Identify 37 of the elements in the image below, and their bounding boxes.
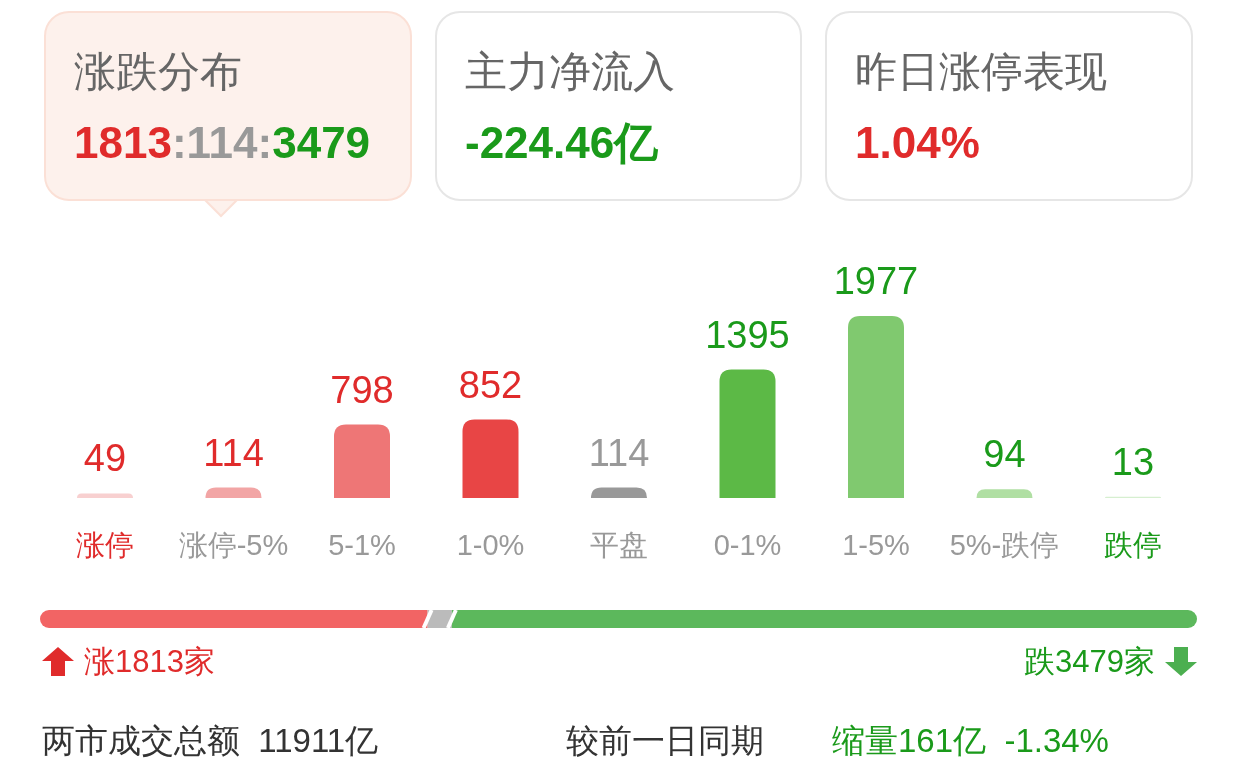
text: 两市成交总额 11911亿 xyxy=(42,722,379,759)
x-tick-label: 0-1% xyxy=(713,529,782,561)
data-label: 94 xyxy=(983,433,1026,476)
bar xyxy=(591,487,647,498)
text: -224.46亿 xyxy=(465,118,660,167)
x-tick-label: 1-0% xyxy=(456,529,525,561)
data-label: 13 xyxy=(1111,440,1155,483)
x-tick-label: 平盘 xyxy=(590,529,648,561)
data-label: 798 xyxy=(330,368,394,411)
x-tick-label: 涨停 xyxy=(76,529,134,561)
data-label: 852 xyxy=(458,363,523,406)
bar xyxy=(719,369,776,498)
text: 主力净流入 xyxy=(465,48,675,95)
bar xyxy=(976,489,1033,498)
x-tick-label: 5%-跌停 xyxy=(949,529,1060,561)
data-label: 1395 xyxy=(705,313,790,356)
text: 较前一日同期 xyxy=(566,722,764,759)
text: 昨日涨停表现 xyxy=(855,48,1107,95)
bar xyxy=(848,316,904,498)
data-label: 1977 xyxy=(833,260,919,302)
bar xyxy=(334,424,390,498)
x-tick-label: 1-5% xyxy=(842,529,910,561)
text: 跌3479家 xyxy=(1024,644,1155,679)
bar xyxy=(205,487,262,498)
x-tick-label: 跌停 xyxy=(1104,529,1162,561)
bar xyxy=(462,419,519,498)
data-label: 49 xyxy=(83,437,127,480)
data-label: 114 xyxy=(588,431,650,474)
x-tick-label: 5-1% xyxy=(328,529,396,561)
text: 涨1813家 xyxy=(84,644,215,679)
data-label: 114 xyxy=(203,431,264,474)
x-tick-label: 涨停-5% xyxy=(178,529,289,561)
text: 1813:114:3479 xyxy=(74,118,371,167)
text: 1.04% xyxy=(855,118,980,167)
text: 缩量161亿 -1.34% xyxy=(832,722,1109,759)
text: 涨跌分布 xyxy=(74,48,242,95)
bar xyxy=(77,493,133,498)
